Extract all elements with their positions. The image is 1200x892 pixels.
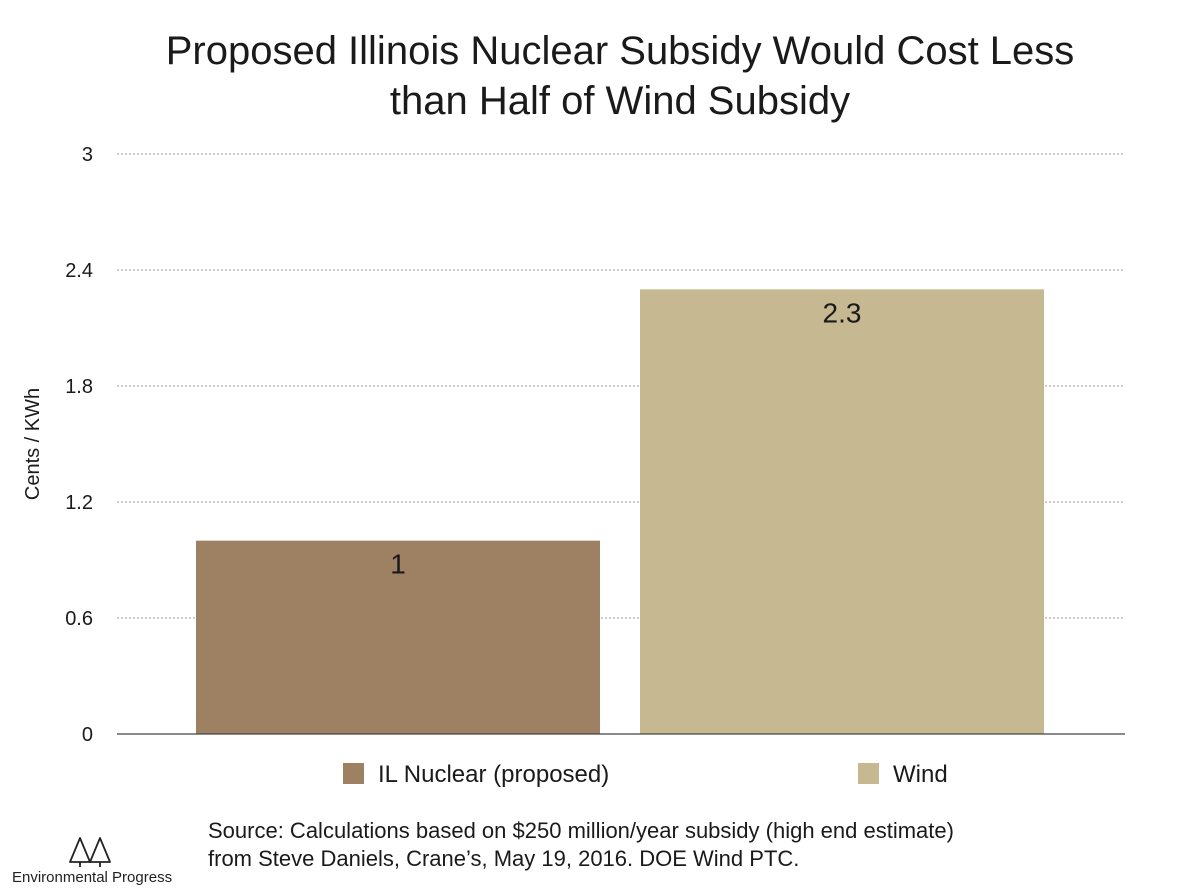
y-tick-label: 0.6 <box>65 608 93 630</box>
bar-wind <box>640 289 1044 734</box>
logo-text: Environmental Progress <box>12 869 173 886</box>
data-label: 1 <box>390 549 406 580</box>
legend-label-wind: Wind <box>893 761 948 788</box>
legend-swatch-wind <box>858 763 879 784</box>
bar-chart: 0 0.6 1.2 1.8 2.4 3 Cents / KWh 1 2.3 IL Nuclear … <box>22 144 1125 788</box>
source-note: Source: Calculations based on $250 milli… <box>208 817 1108 873</box>
source-line-1: Source: Calculations based on $250 milli… <box>208 818 954 843</box>
y-tick-label: 1.2 <box>65 492 93 514</box>
chart-title: Proposed Illinois Nuclear Subsidy Would … <box>0 26 1200 126</box>
chart-title-line-1: Proposed Illinois Nuclear Subsidy Would … <box>165 29 1075 73</box>
legend-swatch-nuclear <box>343 763 364 784</box>
source-line-2: from Steve Daniels, Crane’s, May 19, 201… <box>208 846 800 871</box>
bar-nuclear <box>196 540 600 734</box>
y-tick-label: 0 <box>82 724 93 746</box>
legend-label-nuclear: IL Nuclear (proposed) <box>378 761 609 788</box>
chart-title-line-2: than Half of Wind Subsidy <box>389 79 851 123</box>
y-axis-title: Cents / KWh <box>22 388 44 500</box>
y-tick-label: 3 <box>82 144 93 166</box>
y-tick-label: 1.8 <box>65 376 93 398</box>
trees-logo-icon <box>69 837 111 867</box>
data-label: 2.3 <box>823 297 862 328</box>
environmental-progress-logo: Environmental Progress <box>12 836 172 888</box>
y-tick-label: 2.4 <box>65 260 93 282</box>
